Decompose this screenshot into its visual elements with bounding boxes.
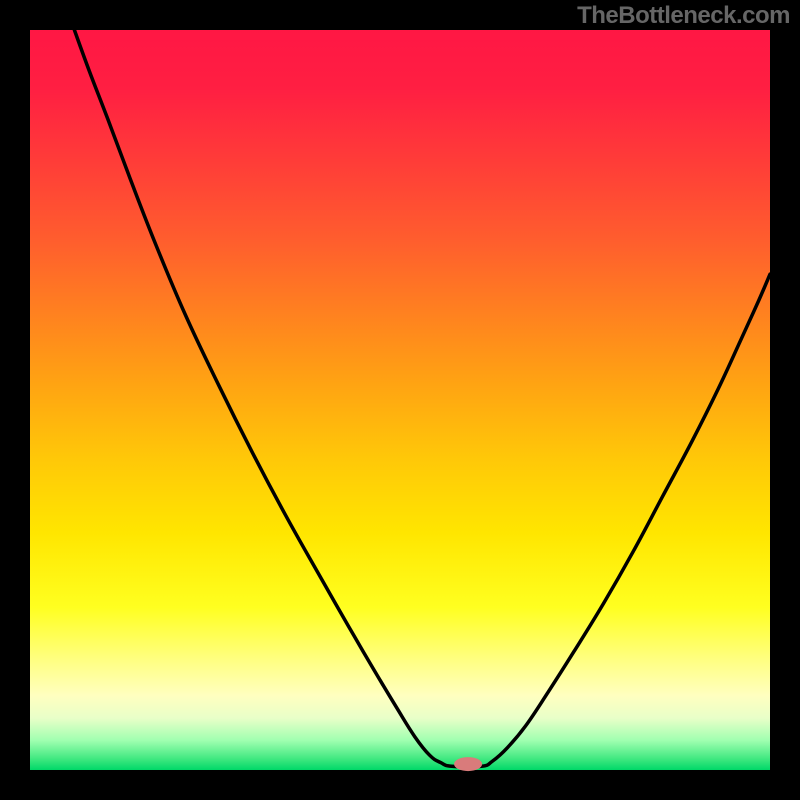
watermark-text: TheBottleneck.com [577,2,790,30]
bottleneck-chart [0,0,800,800]
gradient-background [30,30,770,770]
optimum-marker [454,757,482,771]
chart-container: TheBottleneck.com [0,0,800,800]
